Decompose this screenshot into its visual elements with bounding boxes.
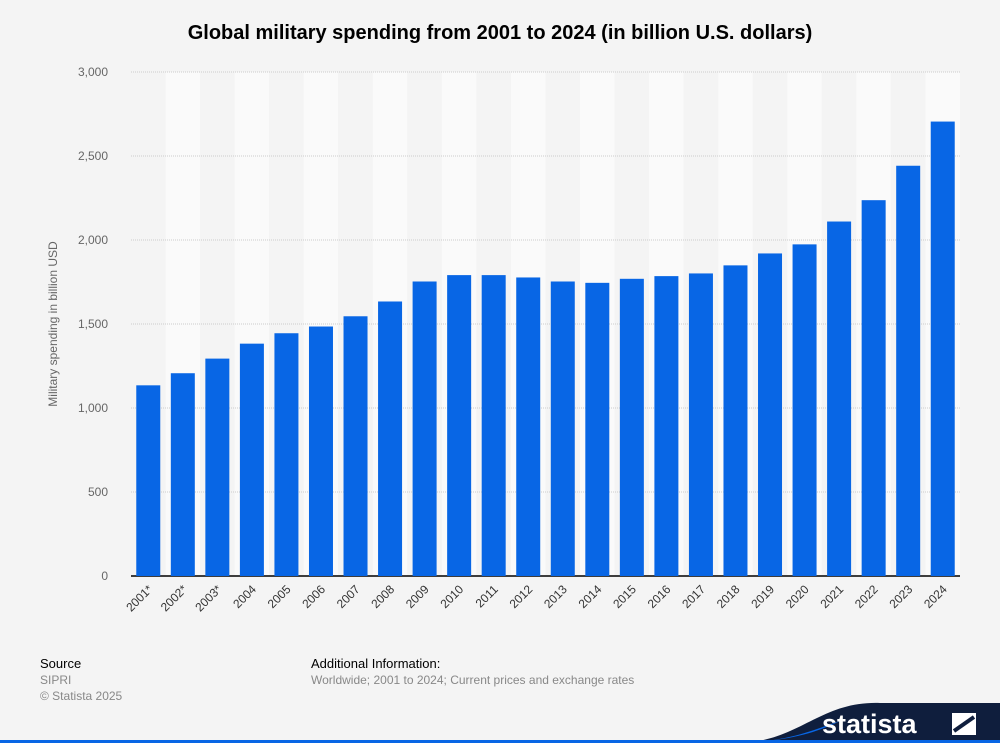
bar-2010[interactable] — [447, 275, 472, 576]
x-tick-label: 2015 — [610, 582, 639, 611]
source-block: Source SIPRI © Statista 2025 — [40, 656, 122, 703]
x-tick-label: 2014 — [576, 582, 605, 611]
x-tick-label: 2018 — [714, 582, 743, 611]
y-tick-label: 3,000 — [78, 65, 108, 79]
bar-2018[interactable] — [723, 265, 748, 576]
x-tick-label: 2008 — [368, 582, 397, 611]
bar-2011[interactable] — [481, 275, 506, 576]
y-axis-label: Military spending in billion USD — [46, 241, 60, 407]
bar-2017[interactable] — [688, 273, 713, 576]
y-tick-label: 0 — [101, 569, 108, 583]
x-tick-label: 2019 — [748, 582, 777, 611]
x-tick-label: 2012 — [507, 582, 536, 611]
x-tick-label: 2024 — [921, 582, 950, 611]
x-tick-label: 2009 — [403, 582, 432, 611]
bar-2006[interactable] — [308, 326, 333, 576]
bar-2007[interactable] — [343, 316, 368, 576]
bar-2009[interactable] — [412, 281, 437, 576]
x-tick-label: 2001* — [123, 582, 155, 614]
x-tick-label: 2013 — [541, 582, 570, 611]
additional-info: Additional Information: Worldwide; 2001 … — [311, 656, 634, 689]
bar-2002*[interactable] — [170, 373, 195, 576]
x-tick-label: 2010 — [437, 582, 466, 611]
x-tick-label: 2023 — [887, 582, 916, 611]
bar-2012[interactable] — [516, 277, 541, 576]
bar-2021[interactable] — [827, 221, 852, 576]
bar-2015[interactable] — [619, 278, 644, 576]
info-label: Additional Information: — [311, 656, 441, 671]
x-tick-label: 2002* — [158, 582, 190, 614]
y-tick-label: 2,500 — [78, 149, 108, 163]
x-tick-label: 2016 — [645, 582, 674, 611]
bar-2004[interactable] — [239, 343, 264, 576]
x-tick-label: 2005 — [265, 582, 294, 611]
x-tick-label: 2003* — [192, 582, 224, 614]
bar-2001*[interactable] — [136, 385, 161, 576]
y-tick-label: 1,000 — [78, 401, 108, 415]
bar-2023[interactable] — [896, 165, 921, 576]
x-tick-label: 2007 — [334, 582, 363, 611]
info-text: Worldwide; 2001 to 2024; Current prices … — [311, 673, 635, 687]
y-tick-label: 1,500 — [78, 317, 108, 331]
x-tick-label: 2006 — [299, 582, 328, 611]
bar-2003*[interactable] — [205, 358, 230, 576]
statista-logo[interactable]: statista — [740, 681, 1000, 743]
x-tick-label: 2011 — [473, 582, 501, 610]
bar-2013[interactable] — [550, 281, 575, 576]
bar-2008[interactable] — [378, 301, 403, 576]
x-tick-label: 2020 — [783, 582, 812, 611]
x-tick-label: 2021 — [817, 582, 846, 611]
source-value[interactable]: SIPRI — [40, 673, 72, 687]
x-tick-label: 2004 — [230, 582, 259, 611]
bar-2016[interactable] — [654, 276, 679, 576]
chart-title: Global military spending from 2001 to 20… — [187, 22, 813, 44]
x-tick-label: 2017 — [679, 582, 708, 611]
source-label: Source — [40, 656, 82, 671]
bottom-accent-bar — [0, 740, 1000, 743]
bar-2005[interactable] — [274, 333, 299, 576]
y-tick-label: 500 — [88, 485, 108, 499]
bar-2020[interactable] — [792, 244, 817, 577]
bar-2019[interactable] — [758, 253, 783, 576]
bar-2024[interactable] — [930, 121, 955, 576]
svg-text:statista: statista — [822, 709, 918, 739]
bar-2014[interactable] — [585, 282, 610, 576]
y-tick-label: 2,000 — [78, 233, 108, 247]
x-tick-label: 2022 — [852, 582, 881, 611]
copyright: © Statista 2025 — [40, 689, 123, 703]
bar-2022[interactable] — [861, 200, 886, 576]
